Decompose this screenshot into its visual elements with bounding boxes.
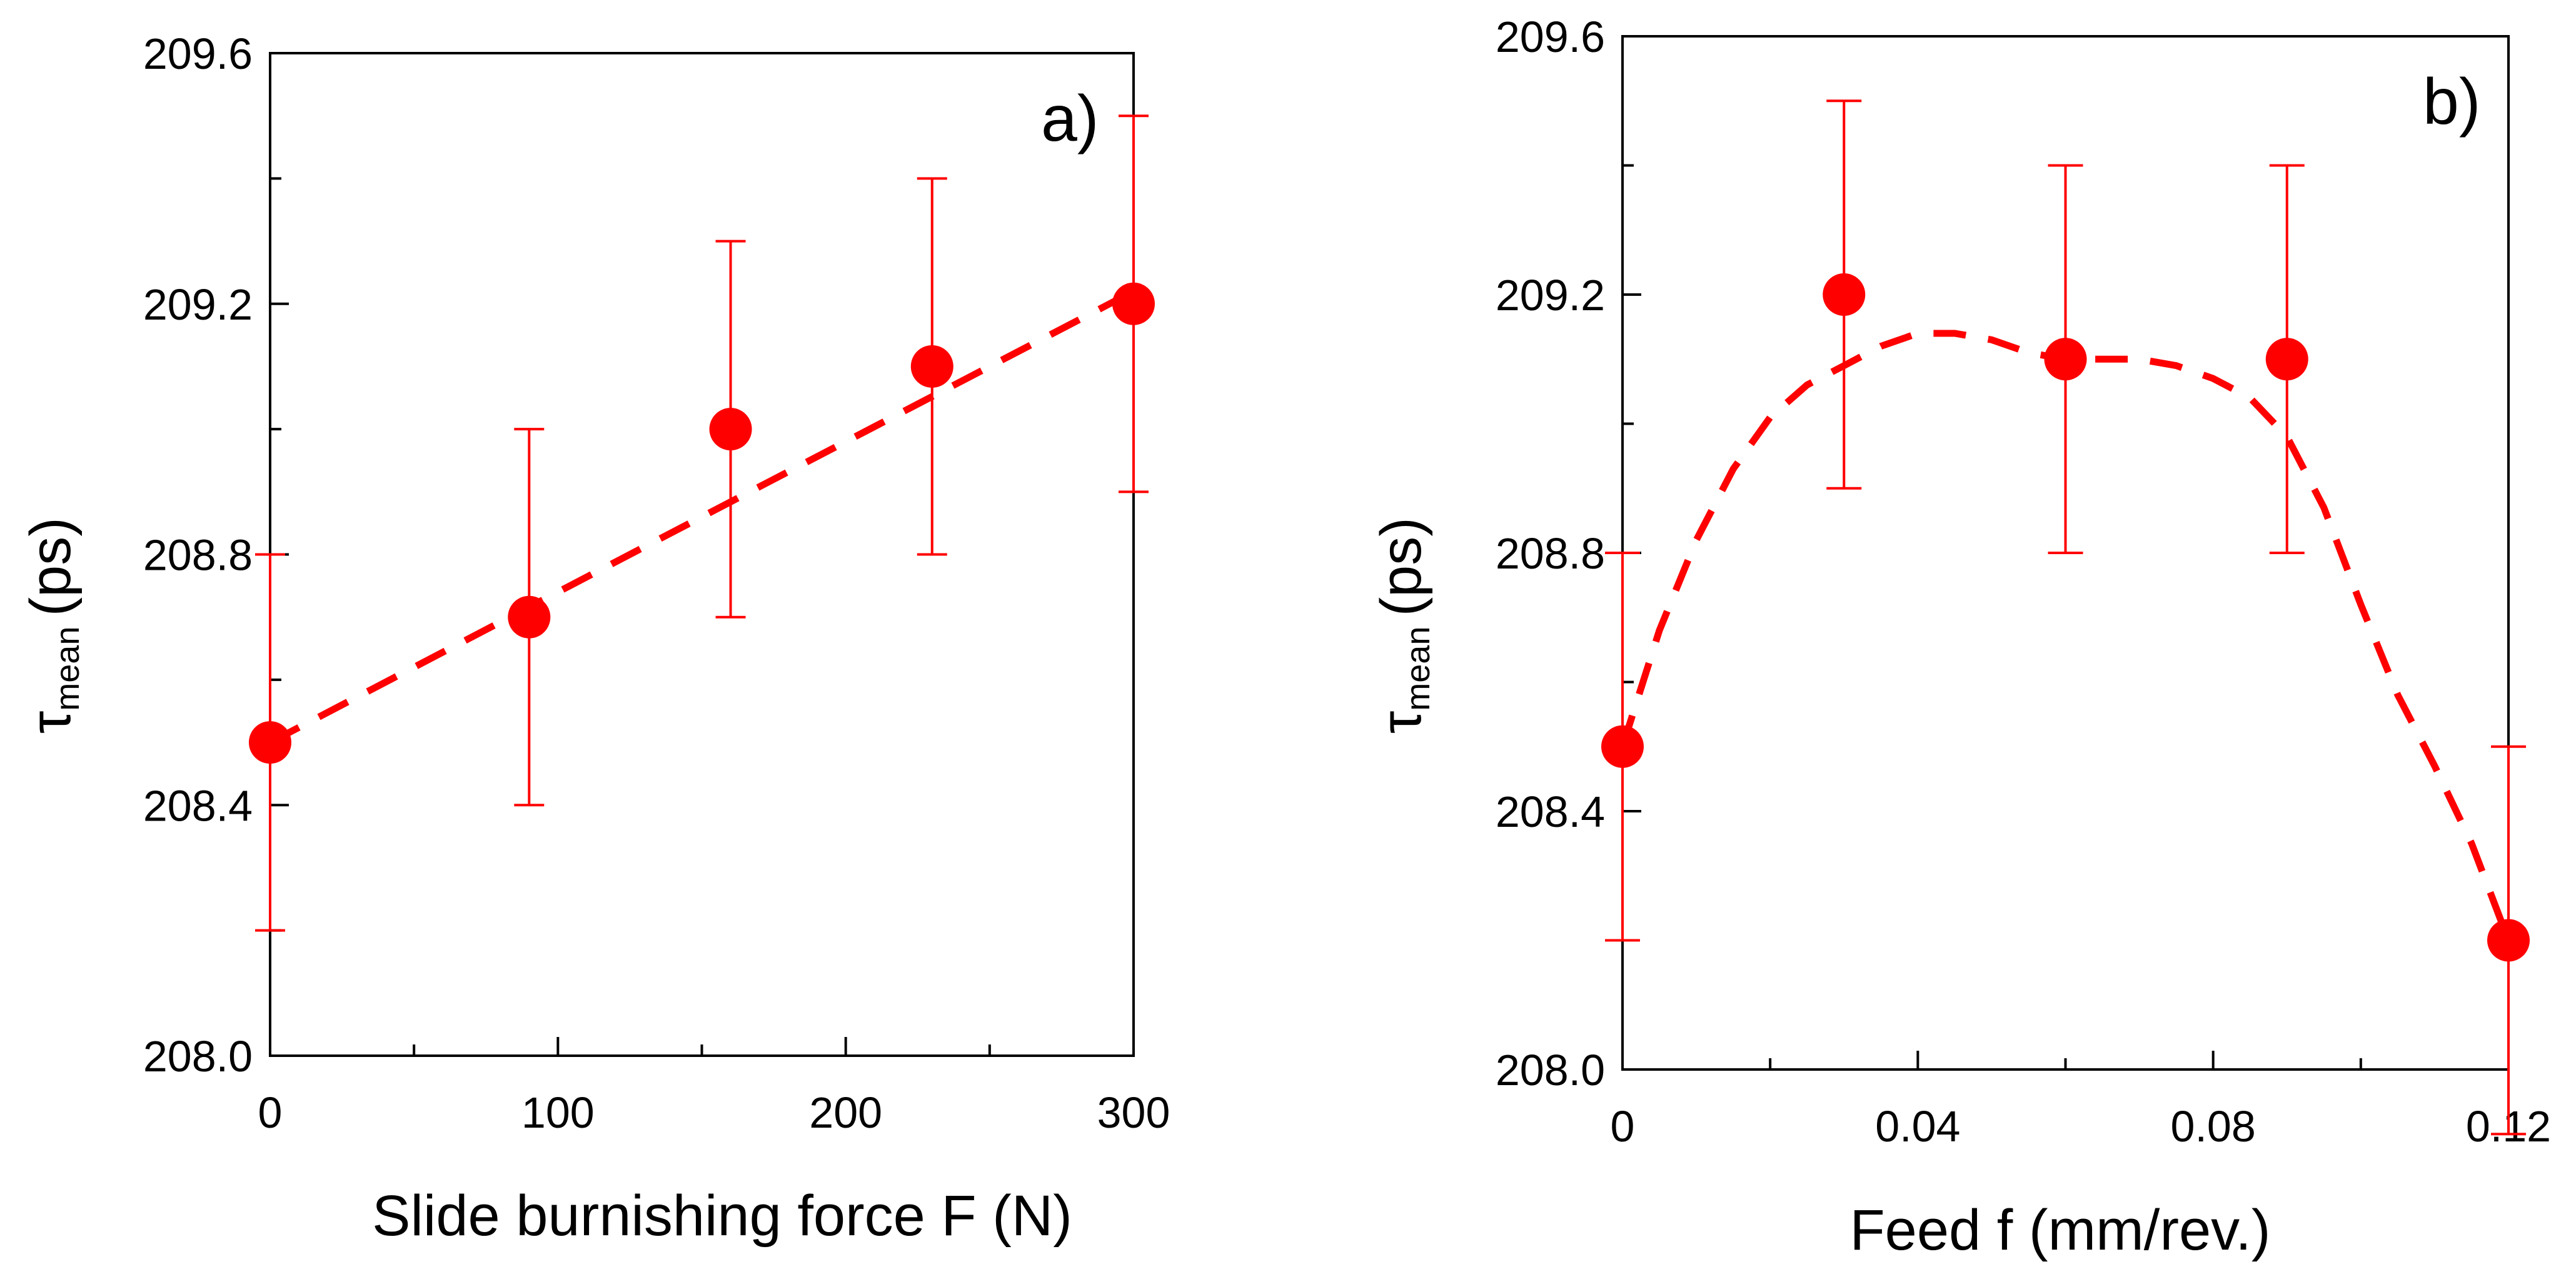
panel-b-y-tick-label: 209.6 (1496, 13, 1605, 61)
panel-a-y-axis-symbol: τ (19, 711, 83, 734)
chart-panel-a: 0 100 200 300 208.0 208.4 208.8 209.2 209.6 a) S… (19, 29, 1170, 1248)
panel-a-y-tick-label: 208.0 (143, 1032, 253, 1081)
panel-a-data-point (508, 595, 551, 639)
panel-b-x-tick-label: 0.04 (1875, 1102, 1960, 1151)
panel-a-x-axis-label: Slide burnishing force F (N) (372, 1184, 1072, 1248)
panel-a-fit-curve (268, 288, 1135, 746)
panel-b-x-tick-label: 0 (1611, 1102, 1635, 1151)
panel-a-y-tick-label: 208.8 (143, 531, 253, 580)
panel-a-label: a) (1041, 83, 1099, 155)
panel-a-axes: 0 100 200 300 208.0 208.4 208.8 209.2 209.6 (143, 29, 1170, 1137)
panel-a-y-axis-subscript: mean (49, 627, 86, 711)
panel-a-data-point (709, 408, 752, 451)
panel-b-y-tick-label: 209.2 (1496, 271, 1605, 320)
panel-b-label: b) (2423, 66, 2480, 138)
panel-b-y-axis-subscript: mean (1399, 627, 1437, 711)
panel-b-y-axis-label: τmean (ps) (1369, 517, 1437, 734)
panel-b-y-axis-symbol: τ (1369, 711, 1433, 734)
panel-b-y-tick-label: 208.0 (1496, 1046, 1605, 1095)
panel-b-y-tick-label: 208.8 (1496, 529, 1605, 578)
panel-b-y-tick-label: 208.4 (1496, 787, 1605, 836)
panel-b-data-point (2487, 919, 2530, 962)
panel-b-data-point (1601, 725, 1644, 768)
panel-a-data-point (249, 721, 291, 764)
panel-b-x-tick-label: 0.08 (2171, 1102, 2256, 1151)
panel-a-data-point (910, 345, 953, 388)
panel-a-x-tick-label: 200 (809, 1088, 882, 1137)
panel-a-y-tick-label: 209.6 (143, 29, 253, 78)
panel-a-x-tick-label: 0 (258, 1088, 283, 1137)
panel-a-y-axis-label: τmean (ps) (19, 517, 86, 734)
panel-a-plot-frame (269, 52, 1135, 1057)
panel-a-y-axis-unit: (ps) (19, 517, 83, 616)
panel-b-x-axis-label: Feed f (mm/rev.) (1849, 1198, 2270, 1262)
panel-b-data-point (1823, 273, 1866, 316)
panel-a-y-tick-label: 208.4 (143, 781, 253, 830)
panel-b-data-point (2265, 338, 2308, 381)
panel-a-data-point (1112, 282, 1155, 325)
panel-a-x-tick-label: 300 (1097, 1088, 1170, 1137)
panel-a-y-tick-label: 209.2 (143, 280, 253, 329)
panel-b-y-axis-unit: (ps) (1369, 517, 1433, 616)
panel-b-data-point (2044, 338, 2087, 381)
panel-a-x-tick-label: 100 (521, 1088, 595, 1137)
